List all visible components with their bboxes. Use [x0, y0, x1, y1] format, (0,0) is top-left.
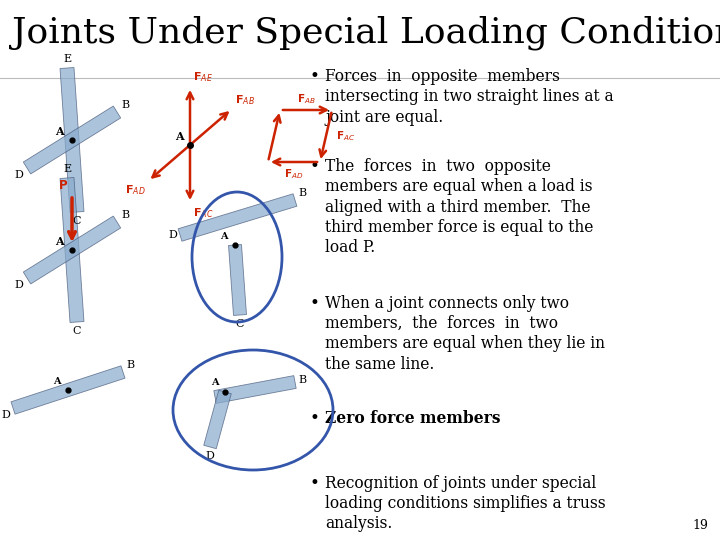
Text: A: A [55, 126, 64, 137]
Polygon shape [60, 178, 84, 322]
Text: A: A [53, 377, 61, 386]
Text: D: D [206, 451, 215, 461]
Text: $\mathbf{F}_{AD}$: $\mathbf{F}_{AD}$ [284, 167, 304, 181]
Text: •: • [310, 295, 320, 312]
Text: When a joint connects only two
members,  the  forces  in  two
members are equal : When a joint connects only two members, … [325, 295, 605, 373]
Text: B: B [298, 375, 306, 385]
Text: E: E [63, 54, 71, 64]
Text: C: C [73, 216, 81, 226]
Text: D: D [14, 280, 23, 290]
Text: D: D [168, 230, 177, 240]
Text: •: • [310, 410, 320, 427]
Text: Zero force members: Zero force members [325, 410, 500, 427]
Text: Forces  in  opposite  members
intersecting in two straight lines at a
joint are : Forces in opposite members intersecting … [325, 68, 613, 125]
Polygon shape [204, 390, 231, 449]
Text: Recognition of joints under special
loading conditions simplifies a truss
analys: Recognition of joints under special load… [325, 475, 606, 532]
Text: A: A [176, 131, 184, 142]
Text: C: C [235, 319, 244, 329]
Text: D: D [14, 170, 23, 180]
Text: B: B [121, 210, 129, 220]
Text: A: A [220, 232, 228, 241]
Polygon shape [214, 376, 296, 403]
Text: $\mathbf{F}_{AC}$: $\mathbf{F}_{AC}$ [336, 129, 355, 143]
Text: $\mathbf{F}_{AB}$: $\mathbf{F}_{AB}$ [297, 92, 315, 106]
Text: A: A [212, 378, 219, 387]
Text: D: D [1, 410, 10, 420]
Text: 19: 19 [692, 519, 708, 532]
Text: $\mathbf{F}_{AB}$: $\mathbf{F}_{AB}$ [235, 93, 255, 107]
Text: •: • [310, 158, 320, 175]
Text: •: • [310, 475, 320, 492]
Text: B: B [298, 188, 306, 198]
Text: A: A [55, 236, 64, 247]
Polygon shape [60, 68, 84, 212]
Text: E: E [63, 164, 71, 174]
Polygon shape [23, 216, 121, 284]
Text: $\mathbf{F}_{AE}$: $\mathbf{F}_{AE}$ [193, 70, 213, 84]
Polygon shape [23, 106, 121, 174]
Text: •: • [310, 68, 320, 85]
Text: $\mathbf{F}_{AC}$: $\mathbf{F}_{AC}$ [193, 206, 213, 220]
Text: P: P [59, 179, 68, 192]
Text: B: B [121, 100, 129, 110]
Polygon shape [11, 366, 125, 414]
Text: C: C [73, 326, 81, 336]
Polygon shape [228, 245, 246, 315]
Text: The  forces  in  two  opposite
members are equal when a load is
aligned with a t: The forces in two opposite members are e… [325, 158, 593, 256]
Text: Joints Under Special Loading Conditions: Joints Under Special Loading Conditions [12, 15, 720, 50]
Text: $\mathbf{F}_{AD}$: $\mathbf{F}_{AD}$ [125, 183, 145, 197]
Polygon shape [178, 194, 297, 241]
Text: B: B [126, 360, 134, 370]
